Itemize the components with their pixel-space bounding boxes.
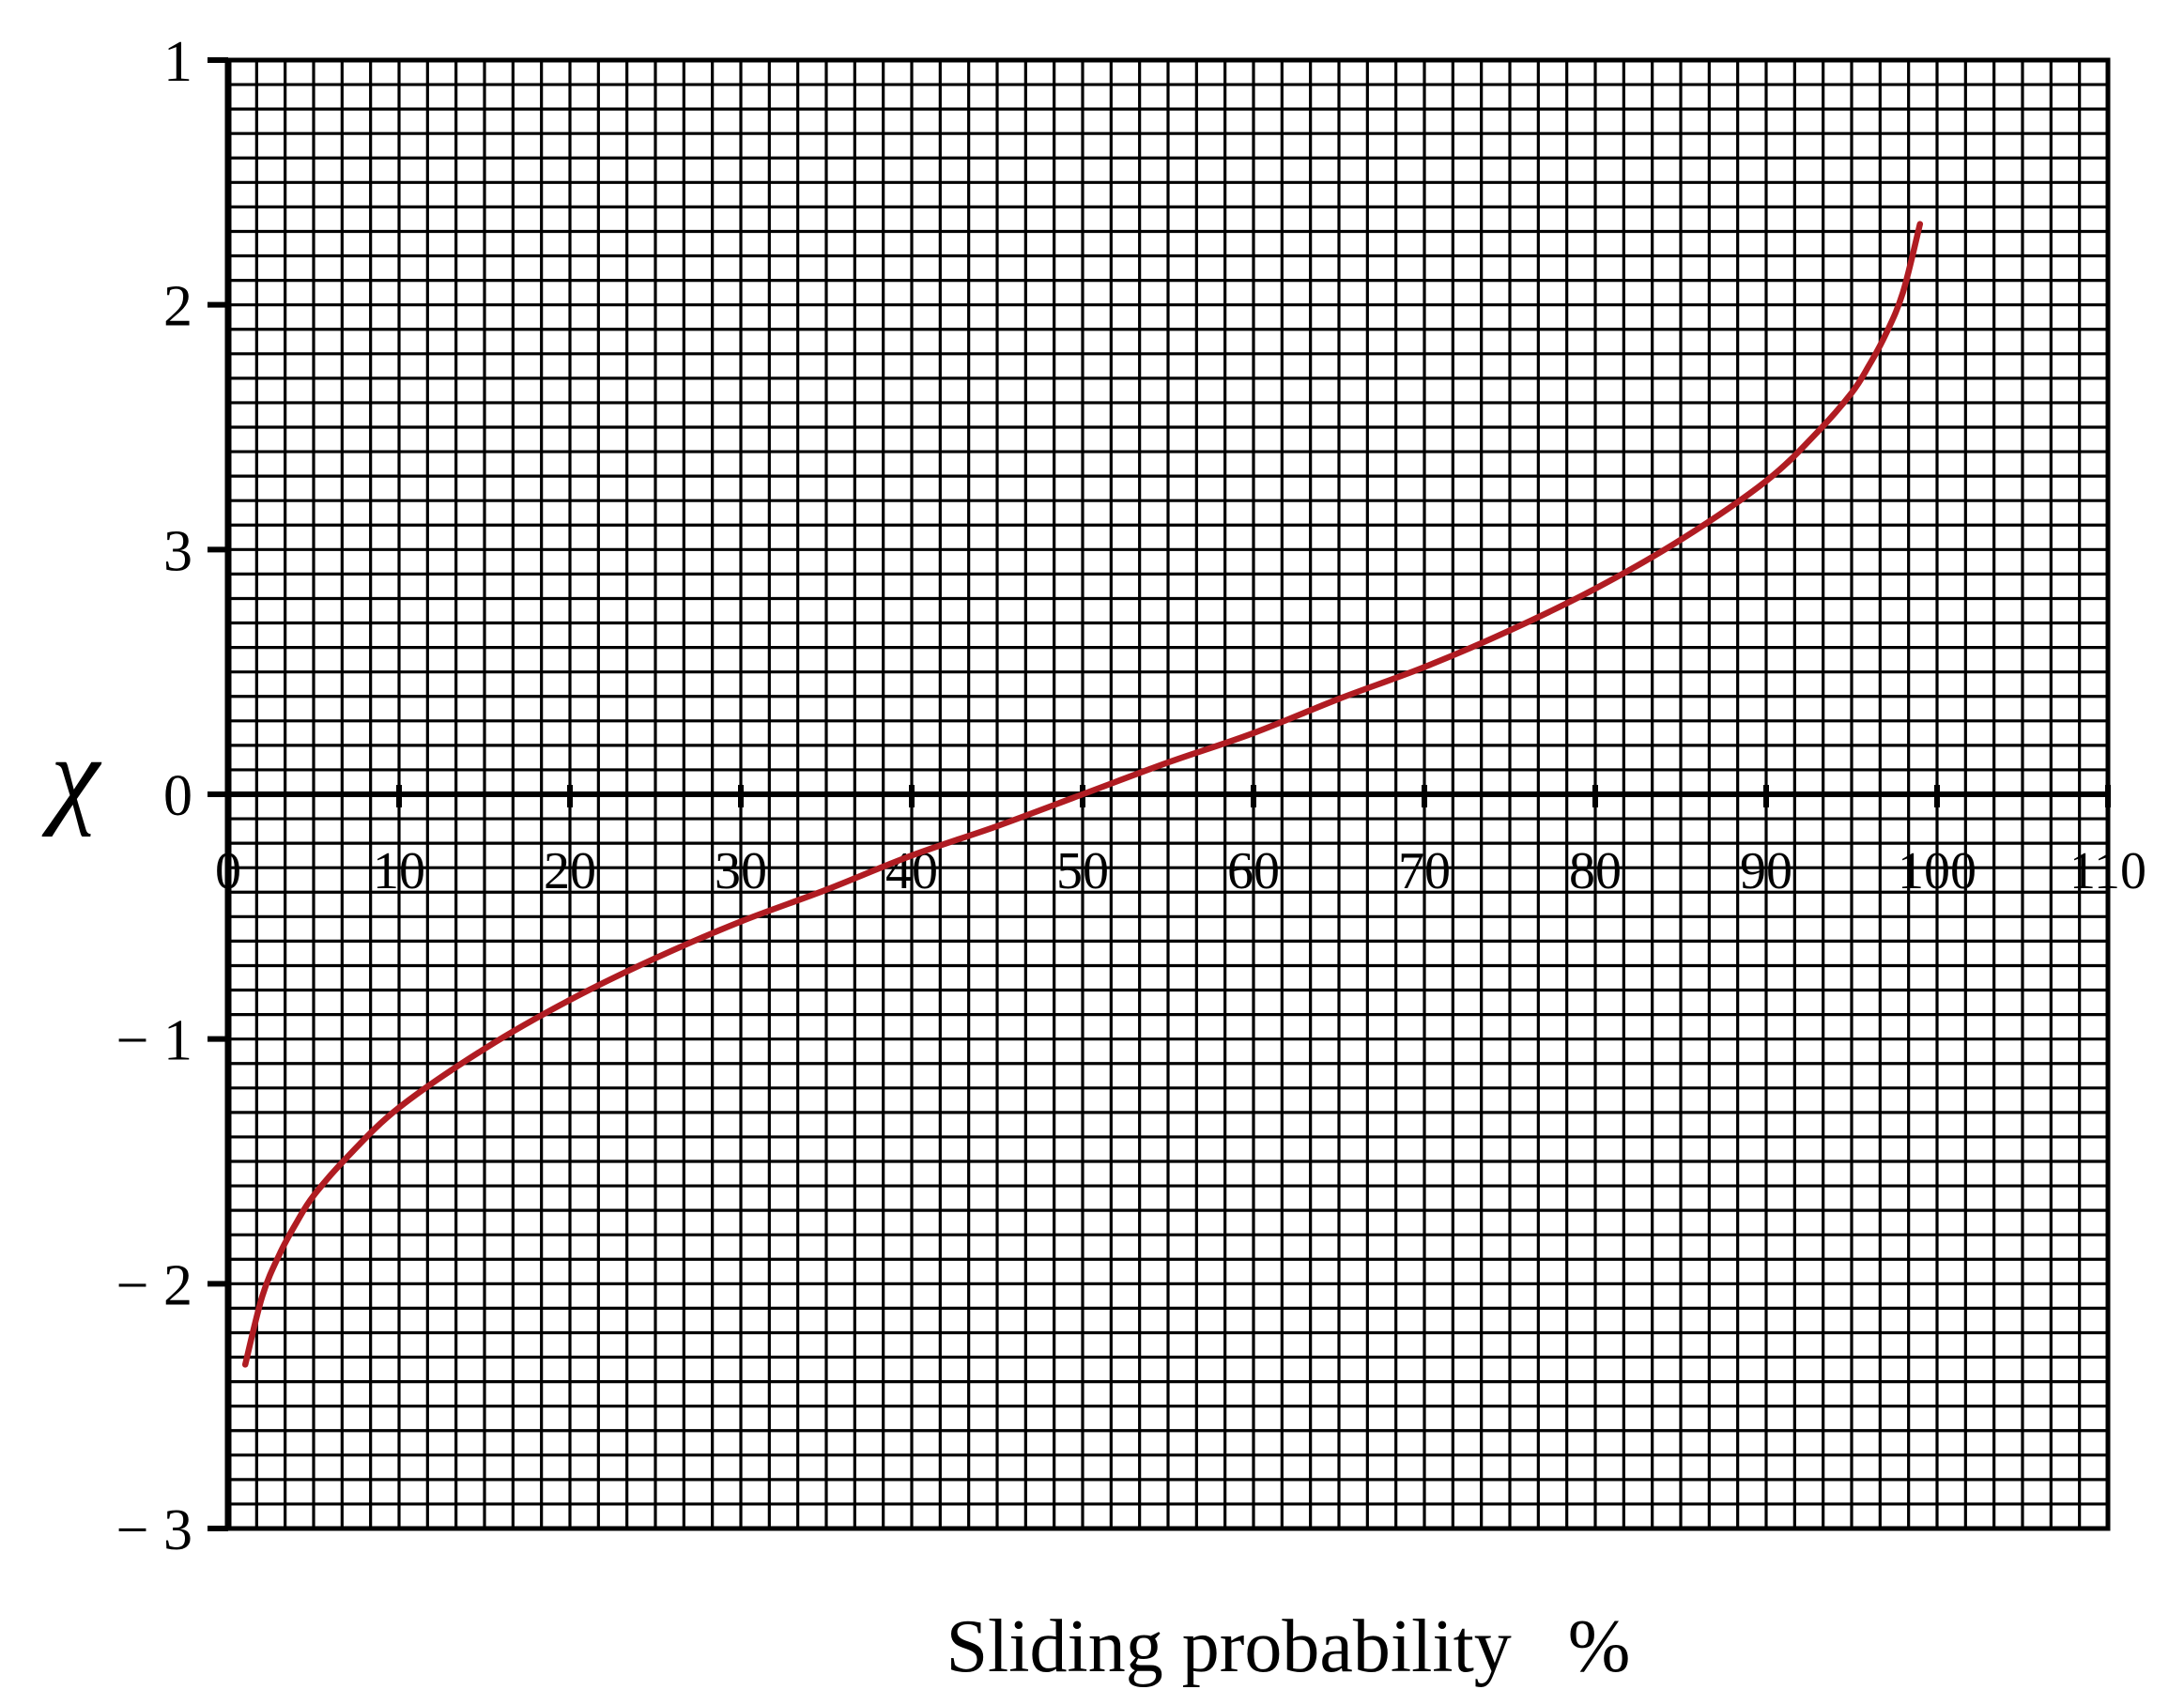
x-tick-label: 10 [373, 842, 425, 900]
y-axis-ticks: 1 2 3 0 − 1 − 2 − 3 [116, 30, 228, 1562]
y-tick-label: 0 [163, 764, 192, 828]
y-tick-label: − 3 [116, 1498, 192, 1562]
x-tick-label: 110 [2069, 842, 2146, 900]
y-tick-label: 3 [163, 519, 192, 583]
x-tick-label: 20 [544, 842, 596, 900]
y-axis-label: χ [41, 714, 102, 837]
series-line [241, 221, 1924, 1368]
x-axis-ticks: 0 10 20 30 40 50 60 70 80 90 100 110 [215, 785, 2146, 900]
x-tick-label: 0 [215, 842, 241, 900]
x-tick-label: 90 [1740, 842, 1792, 900]
x-axis-label: Sliding probability % [946, 1605, 1631, 1688]
x-tick-label: 70 [1398, 842, 1451, 900]
y-tick-label: 1 [163, 30, 192, 94]
x-tick-label: 30 [715, 842, 767, 900]
y-tick-label: 2 [163, 275, 192, 339]
series-layer [241, 221, 1924, 1368]
y-tick-label: − 1 [116, 1009, 192, 1073]
y-tick-label: − 2 [116, 1253, 192, 1317]
x-tick-label: 80 [1569, 842, 1622, 900]
x-tick-label: 100 [1898, 842, 1976, 900]
x-tick-label: 50 [1056, 842, 1109, 900]
x-tick-label: 60 [1227, 842, 1280, 900]
